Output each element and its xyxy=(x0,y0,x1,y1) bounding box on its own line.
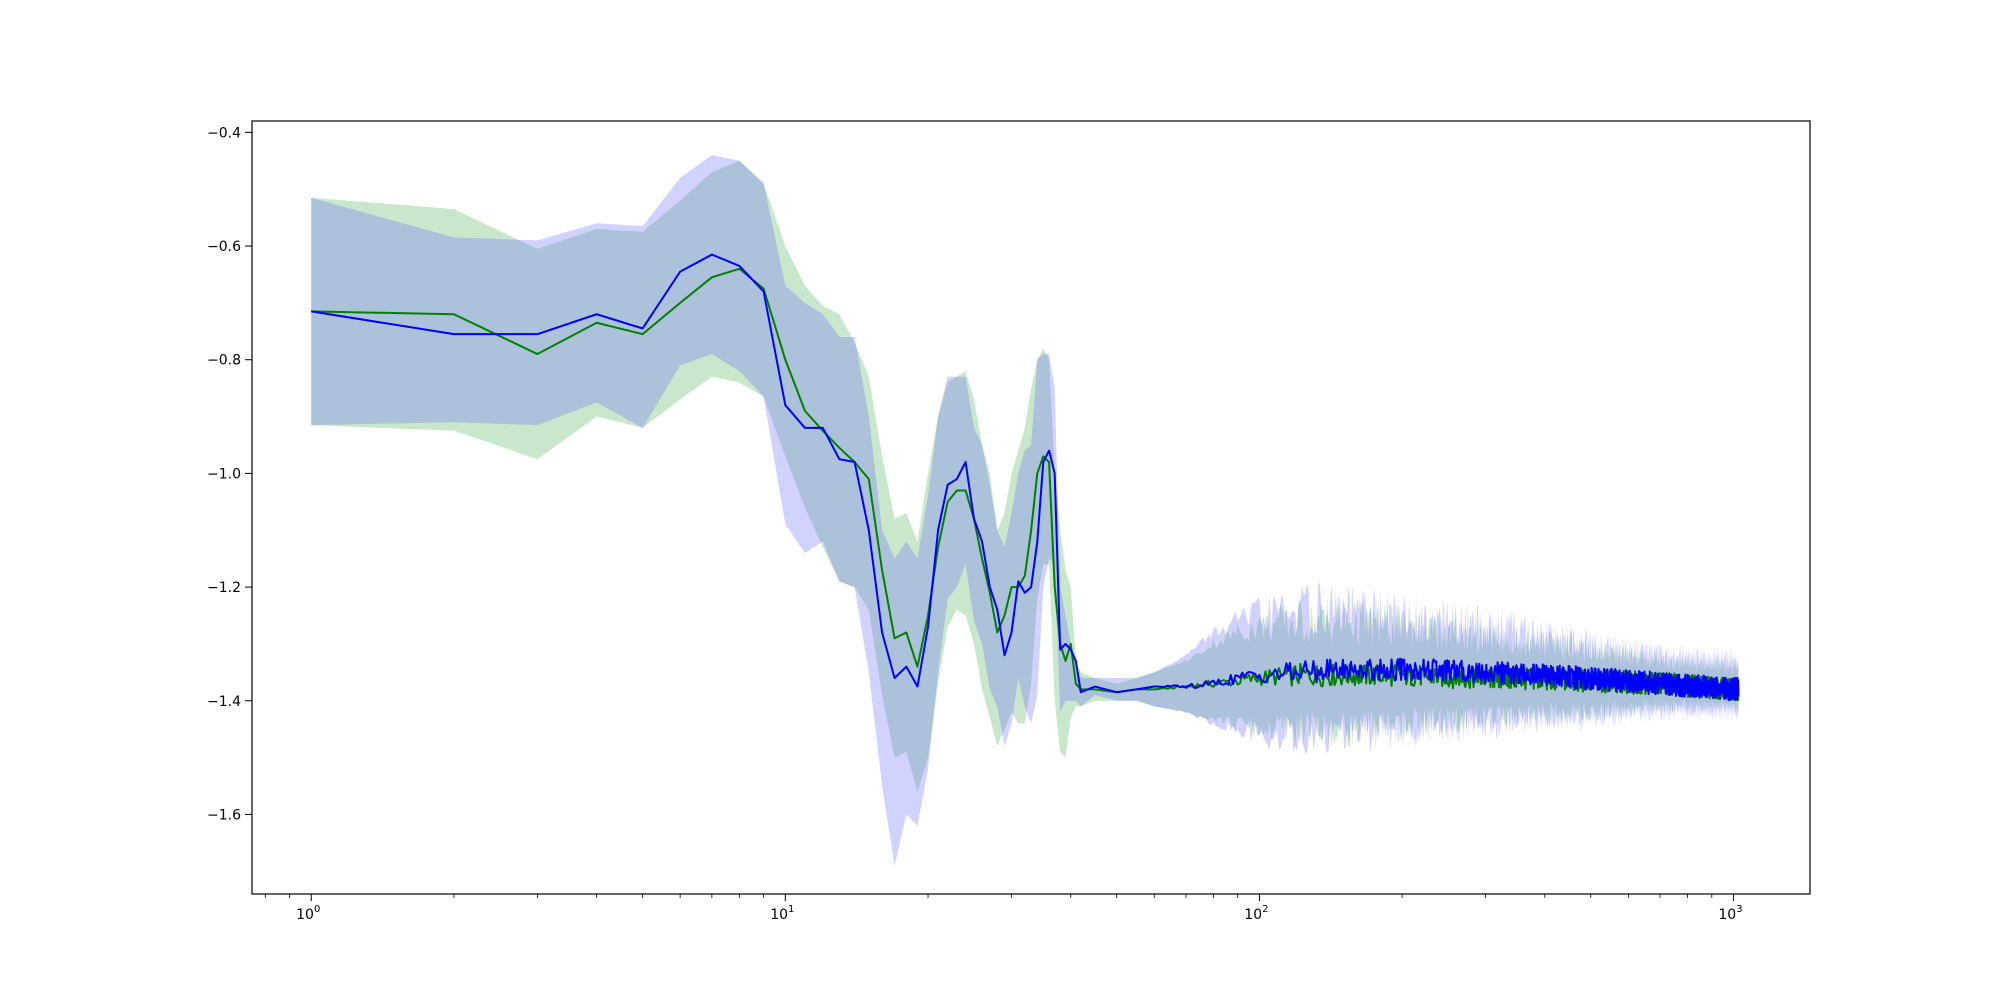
y-tick-label: −0.6 xyxy=(207,239,241,255)
y-tick-label: −0.8 xyxy=(207,353,241,369)
confidence-band-series-2 xyxy=(311,155,1739,866)
plot-frame xyxy=(251,120,1811,895)
series-lines xyxy=(311,253,1740,702)
x-tick-label: 102 xyxy=(1244,904,1268,923)
y-tick-label: −1.2 xyxy=(207,580,241,596)
x-tick-label: 103 xyxy=(1718,904,1742,923)
confidence-band-series-1 xyxy=(311,160,1739,792)
y-axis: −0.4 −0.6 −0.8 −1.0 −1.2 −1.4 −1.6 xyxy=(207,125,252,823)
y-tick-label: −0.4 xyxy=(207,125,241,141)
y-tick-label: −1.6 xyxy=(207,807,241,823)
mean-line-series-2 xyxy=(311,253,1740,701)
x-tick-label: 100 xyxy=(296,904,320,923)
x-axis: 100 101 102 103 xyxy=(264,894,1743,923)
x-tick-label: 101 xyxy=(770,904,794,923)
y-tick-label: −1.0 xyxy=(207,466,241,482)
confidence-bands xyxy=(311,155,1739,866)
y-tick-label: −1.4 xyxy=(207,694,241,710)
